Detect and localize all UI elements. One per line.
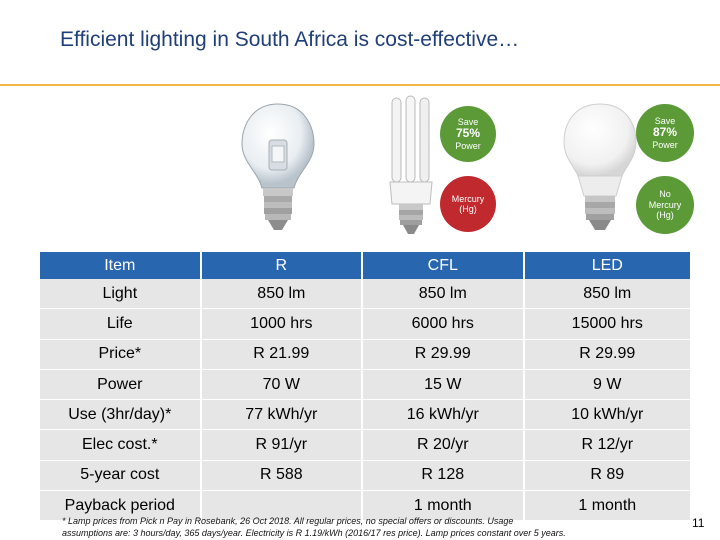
value-cell (199, 491, 362, 522)
badge-label: (Hg) (656, 210, 674, 221)
slide-title: Efficient lighting in South Africa is co… (60, 28, 520, 51)
badge-label: Save (654, 115, 676, 126)
value-cell: R 20/yr (361, 430, 523, 461)
row-label-cell: Elec cost.* (40, 430, 200, 461)
value-cell: 850 lm (361, 279, 523, 310)
value-cell: 1 month (361, 491, 523, 522)
table-row: Life 1000 hrs 6000 hrs 15000 hrs (40, 309, 690, 340)
page-number: 11 (692, 516, 705, 530)
table-row: Elec cost.* R 91/yr R 20/yr R 12/yr (40, 430, 690, 461)
value-cell: R 128 (361, 460, 523, 492)
value-cell: R 588 (199, 460, 362, 492)
title-divider (0, 84, 720, 86)
cfl-save-power-badge: Save 75% Power (440, 106, 496, 162)
footnote-line: * Lamp prices from Pick n Pay in Roseban… (62, 516, 514, 526)
row-label-cell: Power (40, 369, 200, 401)
header-item: Item (40, 252, 200, 279)
cfl-bulb-image (389, 95, 433, 234)
led-bulb-image (563, 103, 637, 230)
lamp-comparison-table: Item R CFL LED Light 850 lm 850 lm 850 lm Li… (40, 252, 690, 522)
value-cell: 15 W (361, 369, 523, 401)
table-header-row: Item R CFL LED (40, 252, 690, 279)
footnote: * Lamp prices from Pick n Pay in Roseban… (62, 515, 682, 539)
footnote-line: assumptions are: 3 hours/day, 365 days/y… (62, 528, 566, 538)
badge-label: (Hg) (459, 204, 477, 214)
header-cfl: CFL (361, 252, 523, 279)
led-save-power-badge: Save 87% Power (636, 104, 694, 162)
badge-label: Save (457, 116, 479, 127)
table-row: Light 850 lm 850 lm 850 lm (40, 279, 690, 310)
value-cell: R 12/yr (522, 430, 690, 461)
value-cell: 6000 hrs (361, 309, 523, 340)
row-label-cell: Use (3hr/day)* (40, 400, 200, 431)
value-cell: 16 kWh/yr (361, 400, 523, 431)
badge-label: Mercury (451, 193, 485, 204)
row-label-cell: Payback period (40, 491, 200, 522)
row-label-cell: 5-year cost (40, 460, 200, 492)
value-cell: 850 lm (522, 279, 690, 310)
table-row: Price* R 21.99 R 29.99 R 29.99 (40, 339, 690, 370)
table-row: 5-year cost R 588 R 128 R 89 (40, 460, 690, 492)
value-cell: 77 kWh/yr (199, 400, 362, 431)
badge-label: No (659, 189, 671, 200)
table-body: Light 850 lm 850 lm 850 lm Life 1000 hrs 6000 … (40, 279, 690, 522)
incandescent-bulb-image (241, 103, 315, 230)
header-incandescent: R (199, 252, 362, 279)
table-row: Use (3hr/day)* 77 kWh/yr 16 kWh/yr 10 kWh/y… (40, 400, 690, 431)
badge-label: Power (652, 139, 678, 150)
value-cell: 1000 hrs (199, 309, 362, 340)
badge-label: Mercury (648, 199, 682, 210)
value-cell: R 21.99 (199, 339, 362, 370)
badge-percent: 75% (455, 126, 481, 141)
value-cell: R 91/yr (199, 430, 362, 461)
led-no-mercury-badge: No Mercury (Hg) (636, 176, 694, 234)
value-cell: R 89 (522, 460, 690, 492)
badge-label: Power (455, 140, 481, 151)
row-label-cell: Life (40, 309, 200, 340)
value-cell: 70 W (199, 369, 362, 401)
value-cell: 850 lm (199, 279, 362, 310)
badge-percent: 87% (652, 125, 678, 140)
value-cell: R 29.99 (361, 339, 523, 370)
row-label-cell: Light (40, 279, 200, 310)
table-row: Payback period 1 month 1 month (40, 491, 690, 522)
value-cell: 15000 hrs (522, 309, 690, 340)
row-label-cell: Price* (40, 339, 200, 370)
value-cell: 9 W (522, 369, 690, 401)
header-led: LED (522, 252, 690, 279)
value-cell: R 29.99 (522, 339, 690, 370)
value-cell: 10 kWh/yr (522, 400, 690, 431)
cfl-mercury-badge: Mercury (Hg) (440, 176, 496, 232)
value-cell: 1 month (522, 491, 690, 522)
